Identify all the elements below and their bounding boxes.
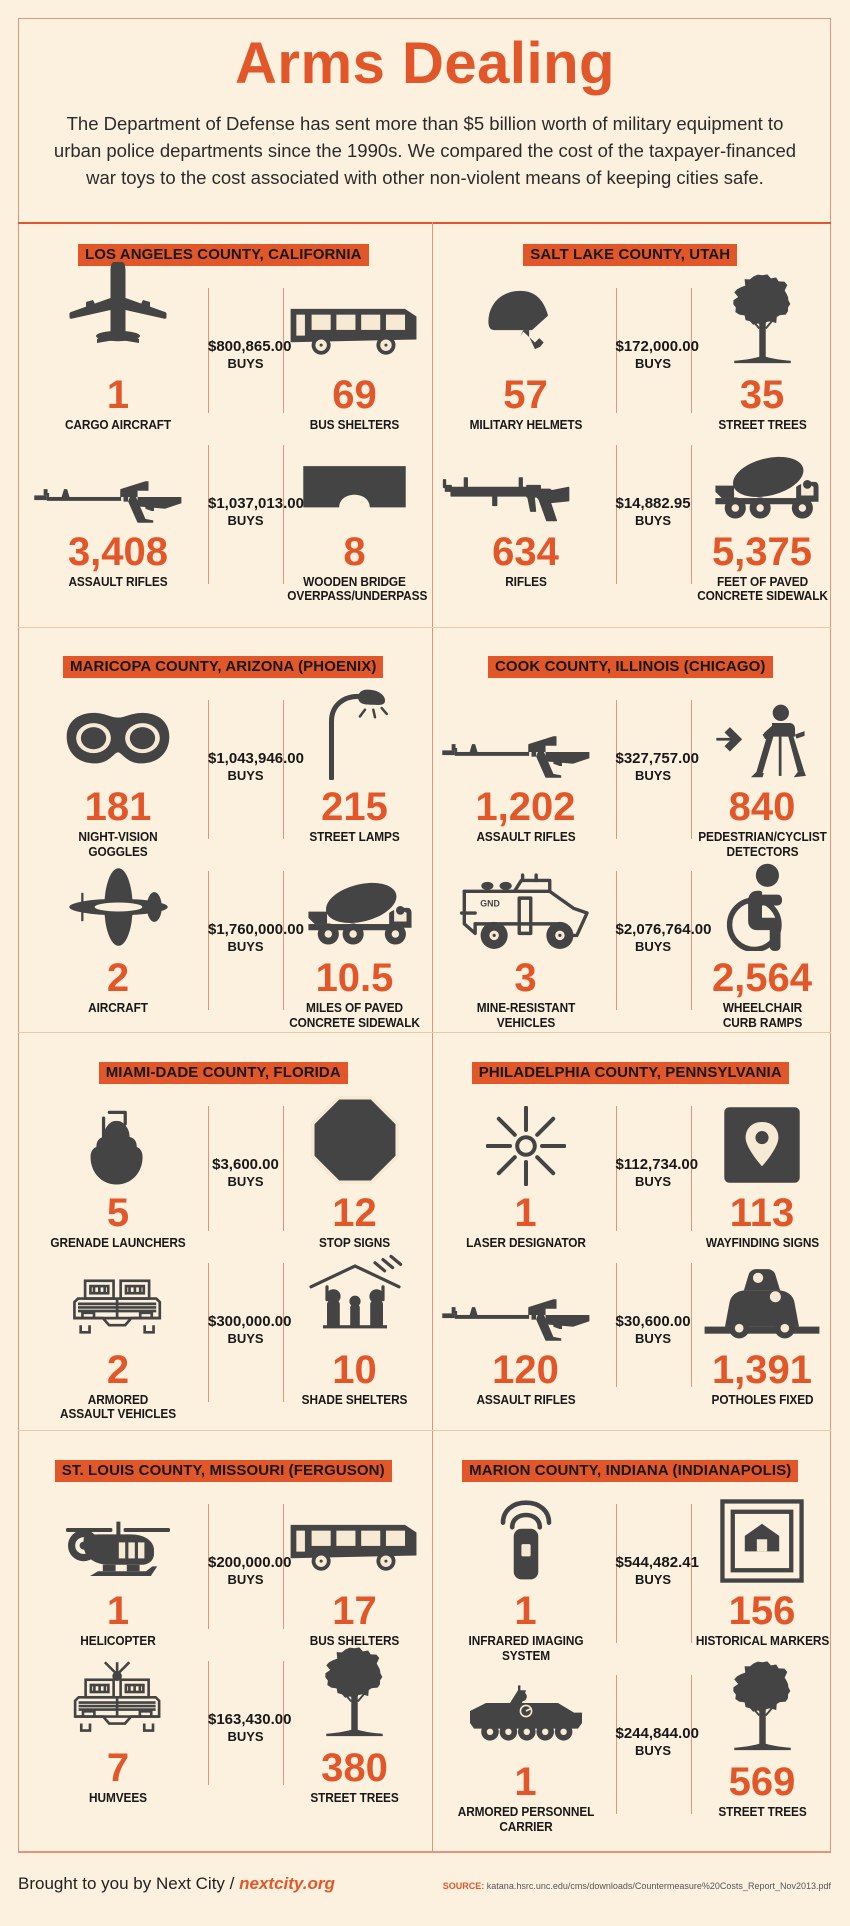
svg-text:GND: GND	[480, 898, 500, 908]
